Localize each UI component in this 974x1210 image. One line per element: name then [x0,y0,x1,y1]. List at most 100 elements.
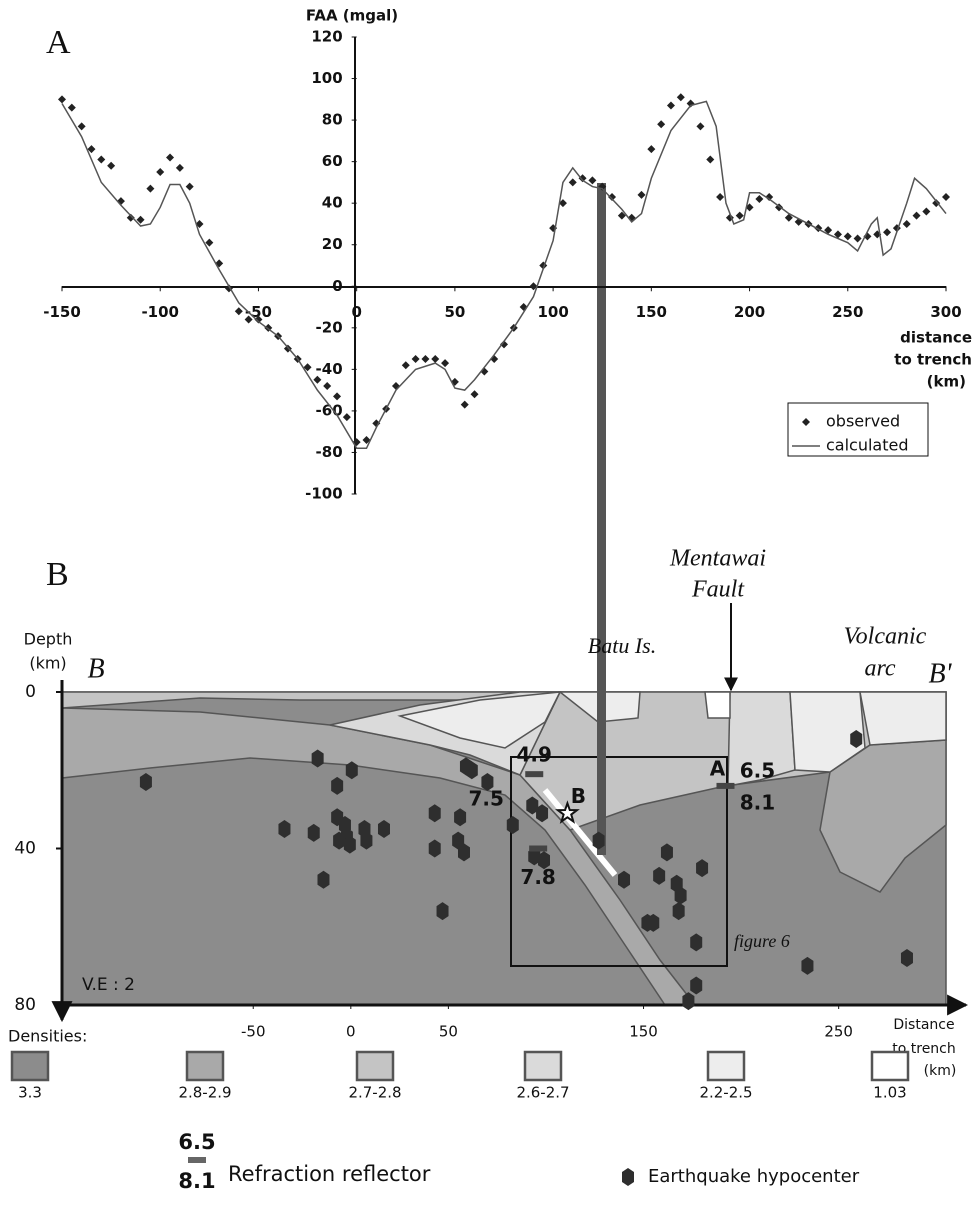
layer-water [704,691,731,719]
observed-point [657,120,666,129]
earthquake [139,772,152,791]
x-axis-title: (km) [924,1063,957,1079]
mainshock [555,800,580,824]
earthquake [660,843,673,862]
earthquake [528,847,541,866]
box-label: figure 6 [734,931,790,951]
observed-point [431,354,440,363]
observed-point [735,211,744,220]
reflector [525,771,544,778]
x-tick-label: -50 [245,303,272,321]
x-axis-title: to trench [894,351,972,369]
observed-point [313,375,322,384]
y-tick-label: 0 [332,277,342,295]
quake-legend-marker [622,1168,634,1186]
x-tick-label: -100 [141,303,179,321]
layer-oceanic-crust [61,707,697,1006]
earthquake [801,956,814,975]
observed-point [824,226,833,235]
mainshock-label: B [571,784,586,808]
earthquake [536,804,549,823]
observed-point [126,213,135,222]
earthquake [481,772,494,791]
earthquake [278,819,291,838]
y-tick-label: 80 [14,995,36,1015]
observed-point [303,363,312,372]
earthquake [428,804,441,823]
y-tick-label: -100 [305,485,343,503]
x-tick-label: 0 [351,303,361,321]
x-tick-label: 200 [734,303,765,321]
earthquake [436,902,449,921]
x-tick-label: 300 [930,303,961,321]
reflector-legend-lower: 8.1 [178,1169,215,1193]
observed-point [912,211,921,220]
legend-label: observed [826,412,900,431]
earthquake [377,819,390,838]
observed-point [716,192,725,201]
reflector [716,782,735,789]
observed-point [529,282,538,291]
arc-label: Volcanic [844,624,927,650]
observed-point [401,361,410,370]
y-axis-title: Depth [24,630,73,649]
observed-point [932,199,941,208]
observed-point [460,400,469,409]
earthquake [457,843,470,862]
observed-point [234,307,243,316]
legend-box [787,402,929,457]
observed-point [441,359,450,368]
y-tick-label: -20 [316,318,343,336]
layer-forearc-top [789,691,866,773]
observed-point [67,103,76,112]
observed-point [58,95,66,104]
x-axis-title: (km) [927,373,966,391]
reflector [529,845,548,852]
observed-point [244,315,253,324]
observed-point [77,122,86,131]
observed-point [843,232,852,241]
reflector-lower: 7.8 [520,865,555,889]
density-swatch [355,1050,395,1082]
reflector-lower: 7.5 [469,787,504,811]
density-label: 2.7-2.8 [348,1084,401,1102]
observed-point [578,174,587,183]
x-tick-label: 50 [444,303,465,321]
density-label: 2.2-2.5 [699,1084,752,1102]
earthquake [900,949,913,968]
fault-label: Mentawai [669,546,766,572]
reflector-upper: 6.5 [740,758,775,782]
observed-point [706,155,715,164]
earthquake [311,749,324,768]
fault-label: Fault [691,577,745,603]
x-tick-label: 100 [537,303,568,321]
x-axis-title: distance [900,329,972,347]
reflector-legend-upper: 6.5 [178,1130,215,1154]
x-tick-label: 250 [832,303,863,321]
observed-point [558,199,567,208]
layer-wedge-top [397,691,562,749]
batu-marker-bar [597,183,606,855]
earthquake [690,933,703,952]
density-label: 2.8-2.9 [178,1084,231,1102]
y-tick-label: -60 [316,401,343,419]
observed-point [333,392,342,401]
y-axis-title: (km) [29,654,66,673]
x-tick-label: -50 [241,1023,266,1041]
observed-point [853,234,862,243]
earthquake [454,808,467,827]
observed-point [608,192,617,201]
reflector-legend-bar [188,1157,206,1163]
observed-point [765,192,774,201]
quake-legend-label: Earthquake hypocenter [648,1166,860,1187]
earthquake [343,835,356,854]
observed-point [696,122,705,131]
reflector-upper: 4.9 [517,743,552,767]
y-tick-label: 20 [322,235,343,253]
x-tick-label: 50 [439,1023,458,1041]
earthquake [452,831,465,850]
observed-point [136,215,145,224]
observed-point [342,413,351,422]
observed-point [942,192,950,201]
